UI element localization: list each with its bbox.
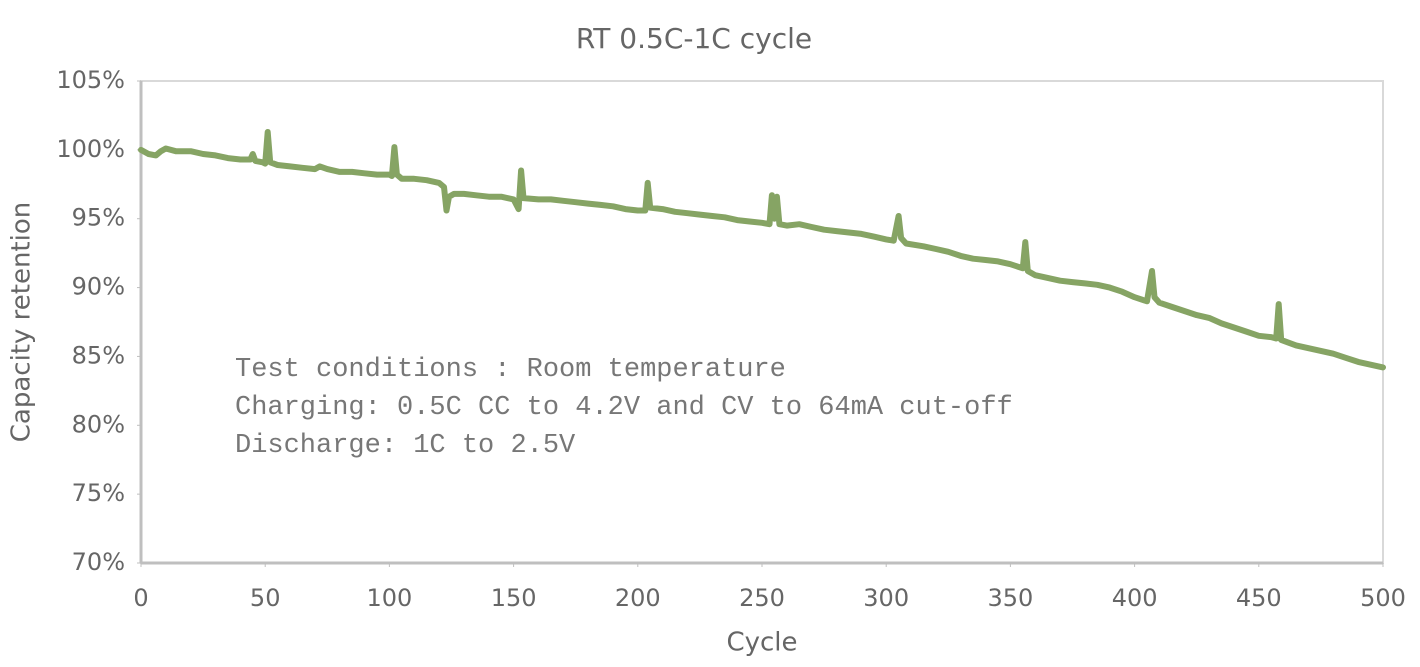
y-tick-label: 75% xyxy=(72,479,125,507)
y-axis-label: Capacity retention xyxy=(7,202,37,442)
y-tick-label: 100% xyxy=(56,135,125,163)
x-tick-label: 200 xyxy=(615,584,661,612)
y-tick-label: 105% xyxy=(56,66,125,94)
x-tick-label: 250 xyxy=(739,584,785,612)
plot-frame xyxy=(140,80,1384,564)
data-line xyxy=(138,129,1386,371)
x-axis-label: Cycle xyxy=(726,628,797,658)
x-tick-label: 50 xyxy=(250,584,281,612)
x-tick-label: 300 xyxy=(863,584,909,612)
y-tick-label: 95% xyxy=(72,204,125,232)
x-tick-label: 0 xyxy=(133,584,148,612)
y-tick-label: 70% xyxy=(72,548,125,576)
y-tick-label: 85% xyxy=(72,341,125,369)
y-tick-label: 80% xyxy=(72,410,125,438)
annotation: Discharge: 1C to 2.5V xyxy=(235,431,576,461)
x-tick-label: 400 xyxy=(1112,584,1158,612)
y-tick-label: 90% xyxy=(72,273,125,301)
annotation: Charging: 0.5C CC to 4.2V and CV to 64mA… xyxy=(235,393,1013,423)
x-tick-label: 450 xyxy=(1236,584,1282,612)
x-tick-label: 500 xyxy=(1360,584,1406,612)
x-tick-label: 100 xyxy=(366,584,412,612)
x-tick-label: 350 xyxy=(987,584,1033,612)
x-tick-label: 150 xyxy=(491,584,537,612)
chart-title: RT 0.5C-1C cycle xyxy=(576,22,812,55)
annotation: Test conditions : Room temperature xyxy=(235,355,786,385)
